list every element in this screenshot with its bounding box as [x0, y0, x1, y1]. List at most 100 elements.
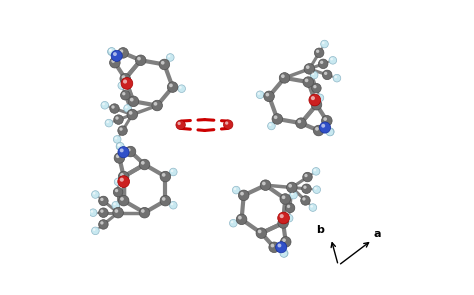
Circle shape	[118, 47, 128, 58]
Circle shape	[281, 250, 288, 257]
Circle shape	[112, 201, 119, 209]
Circle shape	[328, 129, 330, 132]
Circle shape	[287, 205, 290, 208]
Circle shape	[310, 71, 318, 79]
Circle shape	[334, 76, 337, 78]
Circle shape	[101, 101, 109, 109]
Circle shape	[127, 148, 131, 152]
Circle shape	[285, 203, 295, 213]
Circle shape	[111, 50, 122, 61]
Circle shape	[166, 54, 174, 61]
Circle shape	[120, 91, 130, 100]
Circle shape	[99, 196, 108, 206]
Circle shape	[114, 153, 125, 163]
Circle shape	[269, 123, 272, 126]
Circle shape	[171, 203, 173, 205]
Circle shape	[125, 106, 128, 109]
Circle shape	[105, 119, 113, 127]
Circle shape	[130, 98, 134, 101]
Circle shape	[322, 70, 332, 80]
Circle shape	[178, 85, 185, 93]
Circle shape	[237, 214, 247, 224]
Circle shape	[179, 86, 182, 89]
Circle shape	[314, 187, 317, 190]
Circle shape	[177, 122, 181, 125]
Circle shape	[154, 102, 157, 106]
Circle shape	[324, 72, 328, 75]
Circle shape	[118, 195, 129, 206]
Circle shape	[170, 168, 177, 176]
Circle shape	[280, 194, 291, 204]
Circle shape	[120, 173, 124, 177]
Circle shape	[306, 65, 310, 69]
Circle shape	[313, 125, 324, 136]
Circle shape	[234, 188, 237, 190]
Circle shape	[136, 55, 146, 65]
Circle shape	[118, 176, 129, 187]
Circle shape	[125, 146, 136, 157]
Circle shape	[321, 115, 332, 126]
Circle shape	[160, 171, 171, 182]
Circle shape	[113, 207, 123, 218]
Circle shape	[271, 244, 274, 248]
Circle shape	[129, 111, 132, 115]
Circle shape	[169, 83, 173, 87]
Circle shape	[318, 95, 320, 98]
Circle shape	[257, 92, 260, 95]
Circle shape	[109, 58, 120, 68]
Circle shape	[116, 154, 119, 158]
Circle shape	[108, 47, 116, 55]
Circle shape	[280, 219, 283, 223]
Circle shape	[123, 79, 127, 83]
Circle shape	[176, 120, 185, 130]
Circle shape	[124, 104, 131, 112]
Circle shape	[162, 197, 165, 201]
Circle shape	[301, 196, 310, 205]
Circle shape	[113, 187, 123, 197]
Circle shape	[312, 168, 320, 175]
Circle shape	[121, 78, 133, 89]
Circle shape	[113, 203, 116, 205]
Circle shape	[162, 173, 165, 177]
Circle shape	[275, 242, 287, 253]
Circle shape	[117, 142, 124, 150]
Circle shape	[327, 128, 334, 135]
Circle shape	[102, 103, 105, 105]
Circle shape	[167, 82, 178, 92]
Circle shape	[232, 186, 240, 194]
Circle shape	[91, 191, 99, 198]
Circle shape	[159, 59, 170, 70]
Circle shape	[305, 78, 309, 82]
Circle shape	[113, 52, 117, 56]
Circle shape	[224, 120, 233, 129]
Circle shape	[311, 73, 314, 75]
Circle shape	[256, 91, 264, 99]
Circle shape	[302, 197, 306, 201]
Circle shape	[116, 143, 124, 150]
Circle shape	[269, 242, 280, 253]
Circle shape	[225, 122, 228, 125]
Circle shape	[312, 83, 321, 93]
Circle shape	[238, 190, 249, 201]
Circle shape	[279, 73, 290, 83]
Circle shape	[313, 186, 320, 194]
Circle shape	[152, 100, 163, 111]
Circle shape	[127, 109, 137, 120]
Circle shape	[321, 40, 328, 48]
Circle shape	[287, 216, 289, 218]
Circle shape	[100, 221, 103, 224]
Circle shape	[99, 208, 108, 217]
Circle shape	[304, 174, 308, 177]
Circle shape	[118, 171, 129, 182]
Text: b: b	[316, 225, 324, 235]
Circle shape	[106, 121, 109, 123]
Text: a: a	[374, 229, 381, 239]
Circle shape	[240, 192, 244, 196]
Circle shape	[274, 115, 277, 119]
Circle shape	[93, 192, 95, 195]
Circle shape	[313, 169, 316, 171]
Circle shape	[100, 198, 103, 201]
Circle shape	[160, 195, 171, 206]
Circle shape	[316, 94, 324, 102]
Circle shape	[115, 117, 118, 120]
